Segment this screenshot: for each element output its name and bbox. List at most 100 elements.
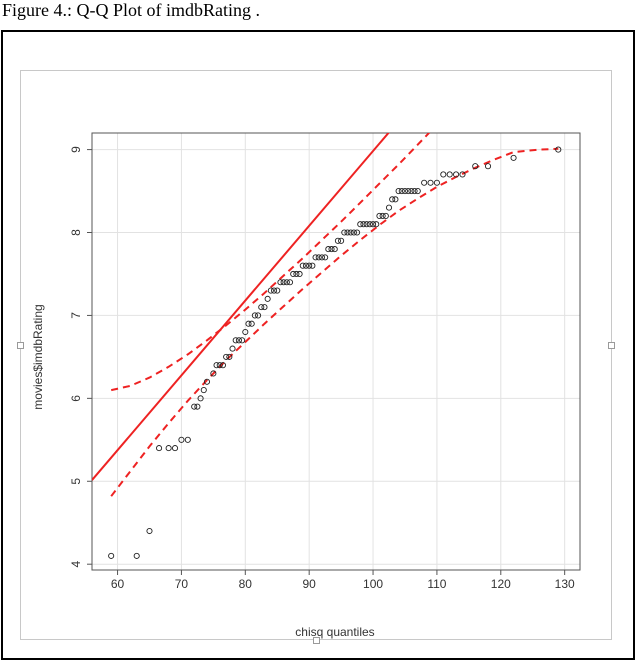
data-point <box>392 196 399 203</box>
data-point <box>255 312 262 319</box>
data-point <box>405 187 412 195</box>
data-point <box>226 353 233 360</box>
data-point <box>446 171 453 178</box>
data-point <box>341 229 348 236</box>
x-tick-label: 90 <box>302 577 316 591</box>
data-point <box>200 387 207 394</box>
data-point <box>178 436 185 443</box>
grid-lines <box>92 133 580 570</box>
data-point <box>108 552 115 559</box>
data-point <box>357 221 364 228</box>
data-point <box>382 212 389 219</box>
data-point <box>280 279 287 286</box>
x-tick-label: 120 <box>491 577 511 591</box>
data-point <box>146 527 153 535</box>
data-point <box>350 229 357 236</box>
data-point <box>484 163 492 170</box>
data-point <box>283 279 290 286</box>
y-axis: 4 5 6 7 8 9 <box>69 146 92 568</box>
data-point <box>421 179 428 186</box>
data-point <box>389 196 396 203</box>
data-point <box>210 370 217 377</box>
x-axis: 60 70 80 90 100 110 120 130 <box>111 570 575 591</box>
data-point <box>347 229 354 236</box>
data-point <box>248 320 255 327</box>
data-points <box>108 146 562 559</box>
data-point <box>379 212 386 219</box>
y-axis-label: movies$imdbRating <box>31 304 45 409</box>
data-point <box>156 445 163 452</box>
data-point <box>290 270 297 278</box>
data-point <box>312 254 319 261</box>
resize-handle-right[interactable] <box>608 342 615 349</box>
data-point <box>264 295 271 302</box>
data-point <box>133 552 140 559</box>
data-point <box>267 287 274 294</box>
y-tick-label: 6 <box>69 395 83 402</box>
data-point <box>411 187 418 195</box>
data-point <box>232 337 239 344</box>
resize-handle-left[interactable] <box>17 342 24 349</box>
x-tick-label: 130 <box>555 577 575 591</box>
x-tick-label: 60 <box>111 577 125 591</box>
data-point <box>261 304 268 311</box>
data-point <box>408 187 415 195</box>
data-point <box>338 237 345 244</box>
data-point <box>325 246 332 253</box>
data-point <box>191 403 198 410</box>
y-tick-label: 8 <box>69 229 83 236</box>
data-point <box>219 362 226 369</box>
reference-line-group <box>92 133 390 481</box>
data-point <box>299 262 306 269</box>
data-point <box>258 304 265 311</box>
data-point <box>328 246 335 253</box>
data-point <box>433 179 440 186</box>
data-point <box>453 171 460 178</box>
data-point <box>510 154 517 161</box>
data-point <box>251 312 258 319</box>
data-point <box>344 229 351 236</box>
data-point <box>385 204 393 211</box>
x-tick-label: 80 <box>239 577 253 591</box>
data-point <box>334 237 341 244</box>
x-tick-label: 100 <box>363 577 383 591</box>
data-point <box>245 320 252 327</box>
data-point <box>309 262 316 269</box>
y-tick-label: 5 <box>69 478 83 485</box>
data-point <box>293 270 300 278</box>
data-point <box>555 146 562 153</box>
confidence-envelope <box>110 133 559 497</box>
data-point <box>354 229 361 236</box>
x-axis-label: chisq quantiles <box>295 625 374 639</box>
data-point <box>277 279 284 286</box>
data-point <box>318 254 325 261</box>
data-point <box>286 279 294 286</box>
data-point <box>369 221 377 228</box>
data-point <box>472 163 479 170</box>
data-point <box>360 221 367 228</box>
data-point <box>331 246 338 253</box>
data-point <box>203 378 211 385</box>
data-point <box>414 187 421 195</box>
data-point <box>376 212 383 219</box>
data-point <box>239 337 246 344</box>
data-point <box>242 328 249 336</box>
data-point <box>216 362 223 369</box>
y-tick-label: 4 <box>69 561 83 568</box>
data-point <box>440 171 447 178</box>
data-point <box>306 262 313 269</box>
y-tick-label: 9 <box>69 146 83 153</box>
reference-line <box>92 133 390 481</box>
x-tick-label: 70 <box>175 577 189 591</box>
figure-caption: Figure 4.: Q-Q Plot of imdbRating . <box>2 0 260 20</box>
data-point <box>322 254 329 261</box>
data-point <box>398 187 405 195</box>
data-point <box>229 345 236 352</box>
resize-handle-bottom[interactable] <box>313 637 320 644</box>
data-point <box>235 337 242 344</box>
data-point <box>213 362 220 369</box>
data-point <box>296 270 303 278</box>
data-point <box>274 287 281 294</box>
data-point <box>223 353 230 360</box>
data-point <box>459 171 466 178</box>
